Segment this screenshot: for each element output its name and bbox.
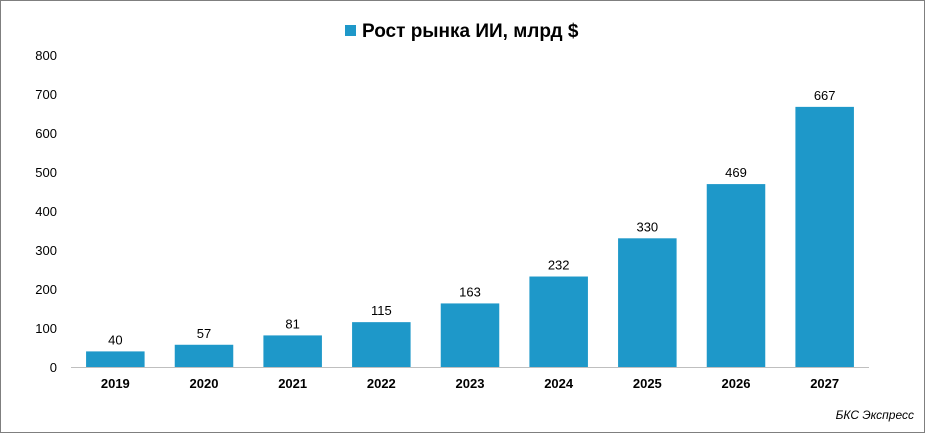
- x-tick-label-2024: 2024: [544, 376, 574, 391]
- x-axis-ticks: 2019 2020 2021 2022 2023 2024 2025 2026 2027: [101, 376, 839, 391]
- x-tick-label-2025: 2025: [633, 376, 662, 391]
- y-axis-ticks: 0 100 200 300 400 500 600 700 800: [35, 48, 57, 375]
- x-tick-label-2023: 2023: [456, 376, 485, 391]
- bars: 40 57 81 115 163 232 330 469 667: [86, 88, 854, 368]
- data-label-2022: 115: [371, 303, 392, 318]
- bar-2020: [174, 344, 234, 367]
- legend-swatch: [345, 25, 356, 36]
- x-tick-label-2021: 2021: [278, 376, 307, 391]
- source-label: БКС Экспресс: [835, 408, 914, 422]
- y-tick-label: 0: [50, 360, 57, 375]
- bar-2023: [440, 303, 500, 367]
- bar-2025: [618, 238, 677, 367]
- data-label-2021: 81: [285, 316, 299, 331]
- legend-label: Рост рынка ИИ, млрд $: [362, 21, 579, 42]
- data-label-2023: 163: [459, 284, 481, 299]
- bar-2019: [86, 351, 145, 367]
- y-tick-label: 600: [35, 126, 57, 141]
- y-tick-label: 500: [35, 165, 57, 180]
- data-label-2027: 667: [814, 88, 836, 103]
- data-label-2019: 40: [108, 332, 122, 347]
- bar-2022: [352, 322, 411, 367]
- legend: Рост рынка ИИ, млрд $: [345, 21, 579, 42]
- y-tick-label: 700: [35, 87, 57, 102]
- y-tick-label: 300: [35, 243, 57, 258]
- bar-2024: [529, 276, 588, 367]
- y-tick-label: 800: [35, 48, 57, 63]
- bar-2021: [263, 335, 322, 367]
- data-label-2025: 330: [636, 219, 658, 234]
- x-tick-label-2020: 2020: [190, 376, 219, 391]
- x-tick-label-2019: 2019: [101, 376, 130, 391]
- y-tick-label: 100: [35, 321, 57, 336]
- x-tick-label-2022: 2022: [367, 376, 396, 391]
- x-tick-label-2027: 2027: [810, 376, 839, 391]
- data-label-2026: 469: [725, 165, 747, 180]
- y-tick-label: 400: [35, 204, 57, 219]
- x-tick-label-2026: 2026: [722, 376, 751, 391]
- data-label-2020: 57: [197, 326, 211, 341]
- y-tick-label: 200: [35, 282, 57, 297]
- bar-2027: [795, 106, 854, 368]
- data-label-2024: 232: [548, 258, 570, 273]
- bar-2026: [706, 184, 766, 367]
